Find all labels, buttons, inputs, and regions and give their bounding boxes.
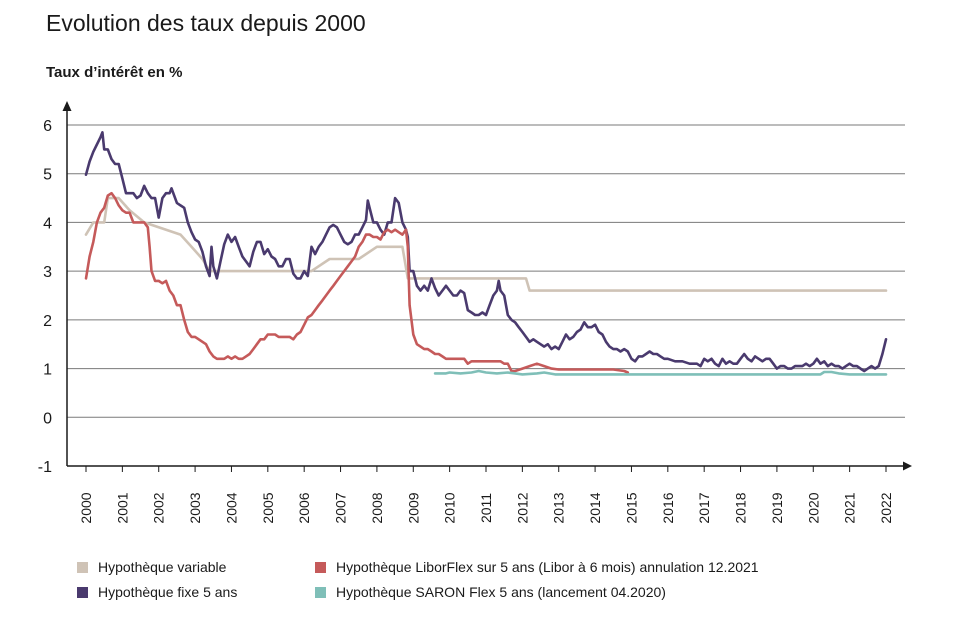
legend-item-saron: Hypothèque SARON Flex 5 ans (lancement 0… — [315, 584, 666, 600]
x-tick-label: 2014 — [587, 492, 603, 523]
y-tick-label: 0 — [43, 410, 52, 427]
chart-title: Evolution des taux depuis 2000 — [46, 10, 366, 36]
series-line-2 — [84, 191, 630, 374]
x-tick-labels: 2000 2001 2002 2003 2004 2005 2006 2007 2008 2009… — [78, 466, 894, 524]
y-tick-label: -1 — [38, 459, 52, 476]
legend-label-saron: Hypothèque SARON Flex 5 ans (lancement 0… — [336, 584, 666, 600]
series-lines — [84, 131, 888, 376]
y-tick-label: 2 — [43, 313, 52, 330]
legend-swatch-libor — [315, 561, 326, 573]
series-line-3 — [433, 369, 888, 376]
series-line-1 — [84, 131, 888, 373]
x-tick-label: 2005 — [260, 492, 276, 523]
x-tick-label: 2020 — [805, 492, 821, 523]
y-tick-label: 4 — [43, 215, 52, 232]
y-axis-label: Taux d’intérêt en % — [46, 64, 183, 81]
x-tick-label: 2015 — [623, 492, 639, 523]
legend-swatch-saron — [315, 586, 326, 598]
legend-swatch-fixe — [77, 586, 88, 598]
grid-lines — [67, 124, 905, 418]
legend-label-variable: Hypothèque variable — [98, 559, 227, 575]
x-tick-label: 2019 — [769, 492, 785, 523]
x-tick-label: 2003 — [187, 492, 203, 523]
x-tick-label: 2012 — [514, 492, 530, 523]
x-tick-label: 2008 — [369, 492, 385, 523]
x-tick-label: 2017 — [696, 492, 712, 523]
series-line-0 — [84, 196, 888, 292]
axes — [62, 101, 912, 471]
y-axis-arrow — [62, 101, 72, 111]
legend-item-libor: Hypothèque LiborFlex sur 5 ans (Libor à … — [315, 559, 759, 575]
x-tick-label: 2006 — [296, 492, 312, 523]
legend-item-fixe: Hypothèque fixe 5 ans — [77, 584, 237, 600]
x-tick-label: 2011 — [478, 493, 494, 523]
x-tick-label: 2018 — [733, 492, 749, 523]
x-tick-label: 2022 — [878, 492, 894, 523]
y-tick-label: 1 — [43, 362, 52, 379]
x-tick-label: 2007 — [333, 492, 349, 523]
x-tick-label: 2009 — [405, 492, 421, 523]
x-tick-label: 2002 — [151, 492, 167, 523]
x-axis-arrow — [903, 461, 912, 471]
y-tick-labels: 6 5 4 3 2 1 0 -1 — [38, 118, 52, 476]
legend-label-fixe: Hypothèque fixe 5 ans — [98, 584, 238, 600]
legend-swatch-variable — [77, 561, 88, 573]
y-tick-label: 5 — [43, 167, 52, 184]
x-tick-label: 2016 — [660, 492, 676, 523]
x-tick-label: 2001 — [114, 492, 130, 523]
x-tick-label: 2021 — [842, 492, 858, 523]
legend-label-libor: Hypothèque LiborFlex sur 5 ans (Libor à … — [336, 559, 759, 575]
legend-item-variable: Hypothèque variable — [77, 559, 226, 575]
y-tick-label: 6 — [43, 118, 52, 135]
x-tick-label: 2013 — [551, 492, 567, 523]
x-tick-label: 2004 — [223, 492, 239, 523]
x-tick-label: 2000 — [78, 492, 94, 523]
y-tick-label: 3 — [43, 264, 52, 281]
x-tick-label: 2010 — [442, 492, 458, 523]
